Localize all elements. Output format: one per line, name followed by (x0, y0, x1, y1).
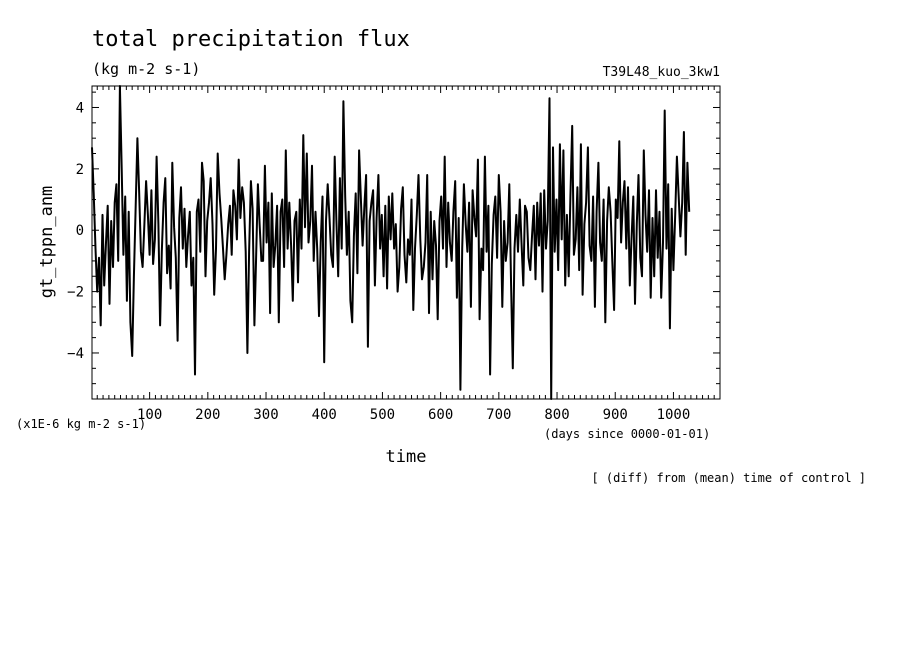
y-tick-label: −2 (67, 285, 84, 301)
x-tick-label: 1000 (657, 407, 691, 423)
y-tick-label: 4 (76, 100, 84, 116)
x-axis: 100 200 300 400 500 600 700 800 900 1000 (96, 86, 721, 423)
footnote: [ (diff) from (mean) time of control ] (591, 471, 866, 485)
x-tick-label: 200 (195, 407, 220, 423)
x-tick-label: 400 (312, 407, 337, 423)
x-units-note: (days since 0000-01-01) (544, 427, 710, 441)
y-tick-label: −4 (67, 346, 84, 362)
y-tick-label: 0 (76, 223, 84, 239)
series-line-0 (91, 85, 691, 400)
y-axis-label: gt_tppn_anm (37, 186, 57, 299)
chart-title: total precipitation flux (92, 27, 410, 52)
x-tick-label: 900 (603, 407, 628, 423)
x-tick-label: 600 (428, 407, 453, 423)
x-tick-label: 800 (544, 407, 569, 423)
chart-units: (kg m-2 s-1) (92, 60, 200, 78)
x-tick-label: 300 (253, 407, 278, 423)
x-axis-label: time (386, 447, 427, 467)
run-name: T39L48_kuo_3kw1 (603, 65, 720, 80)
y-tick-label: 2 (76, 162, 84, 178)
y-axis: −4 −2 0 2 4 (67, 91, 720, 400)
x-tick-label: 100 (137, 407, 162, 423)
x-tick-label: 500 (370, 407, 395, 423)
y-scale-note: (x1E-6 kg m-2 s-1) (16, 417, 146, 431)
x-tick-label: 700 (486, 407, 511, 423)
series-layer (91, 85, 691, 400)
